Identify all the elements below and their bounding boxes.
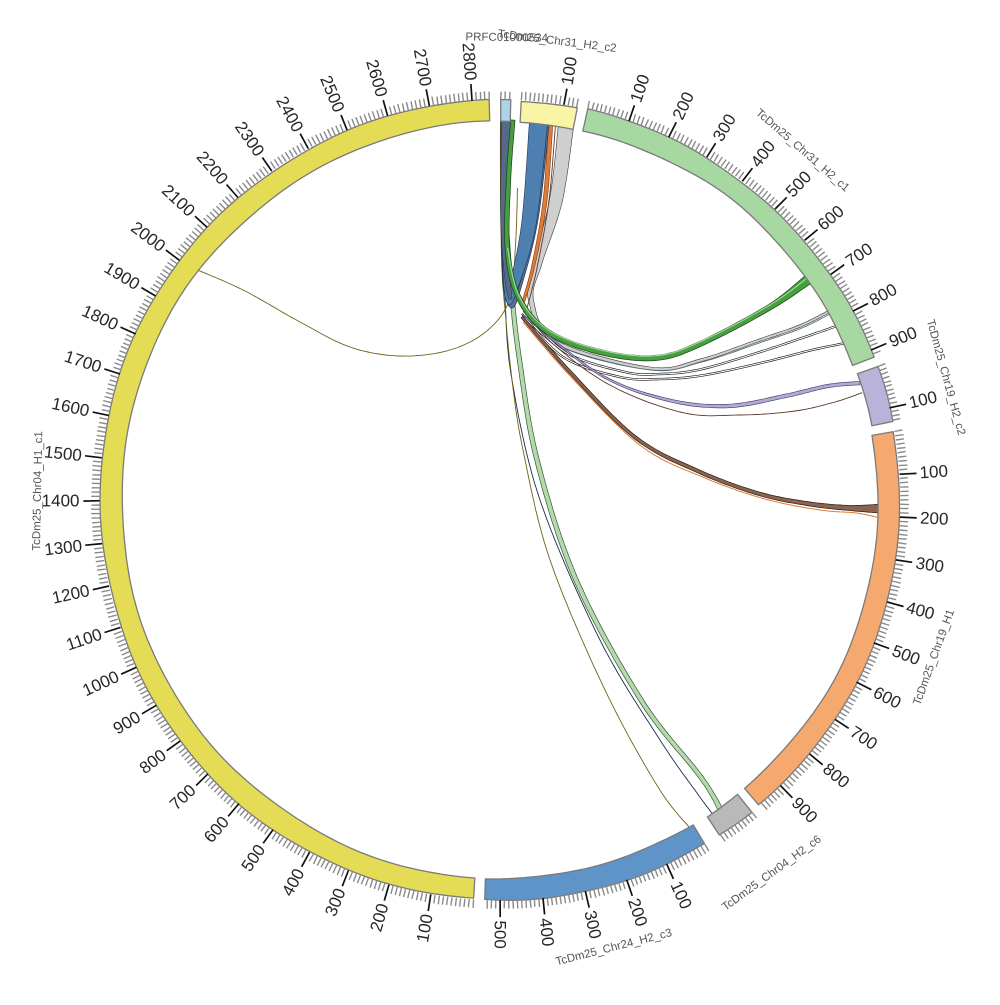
svg-text:400: 400 [536, 917, 558, 947]
svg-text:200: 200 [920, 509, 949, 529]
svg-text:100: 100 [919, 462, 949, 483]
svg-text:1400: 1400 [42, 491, 80, 510]
svg-text:TcDm25_Chr04_H1_c1: TcDm25_Chr04_H1_c1 [31, 431, 45, 551]
svg-text:2800: 2800 [458, 42, 480, 81]
svg-text:1500: 1500 [43, 442, 83, 465]
svg-text:500: 500 [491, 921, 510, 949]
